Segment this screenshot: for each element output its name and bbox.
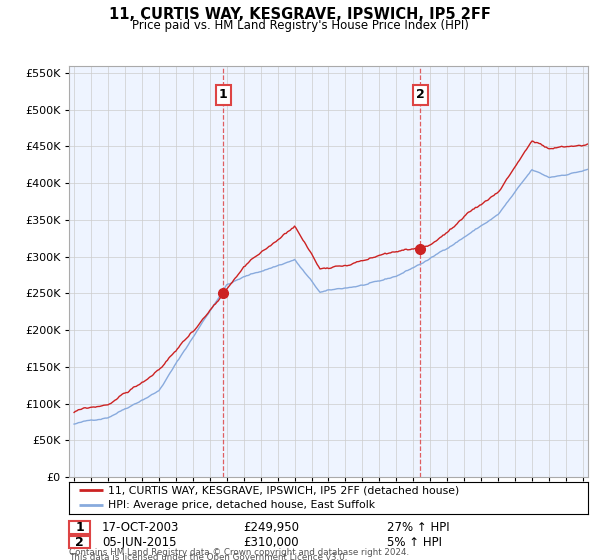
Text: This data is licensed under the Open Government Licence v3.0.: This data is licensed under the Open Gov… (69, 553, 347, 560)
Text: 5% ↑ HPI: 5% ↑ HPI (387, 535, 442, 549)
Text: 17-OCT-2003: 17-OCT-2003 (102, 521, 179, 534)
Text: 2: 2 (75, 535, 84, 549)
Text: 11, CURTIS WAY, KESGRAVE, IPSWICH, IP5 2FF (detached house): 11, CURTIS WAY, KESGRAVE, IPSWICH, IP5 2… (108, 486, 459, 496)
Text: 1: 1 (219, 88, 227, 101)
Text: £249,950: £249,950 (243, 521, 299, 534)
Text: HPI: Average price, detached house, East Suffolk: HPI: Average price, detached house, East… (108, 500, 375, 510)
Text: 27% ↑ HPI: 27% ↑ HPI (387, 521, 449, 534)
Text: 11, CURTIS WAY, KESGRAVE, IPSWICH, IP5 2FF: 11, CURTIS WAY, KESGRAVE, IPSWICH, IP5 2… (109, 7, 491, 22)
Text: Contains HM Land Registry data © Crown copyright and database right 2024.: Contains HM Land Registry data © Crown c… (69, 548, 409, 557)
Text: 1: 1 (75, 521, 84, 534)
Text: 2: 2 (416, 88, 425, 101)
Text: Price paid vs. HM Land Registry's House Price Index (HPI): Price paid vs. HM Land Registry's House … (131, 19, 469, 32)
Text: £310,000: £310,000 (243, 535, 299, 549)
Text: 05-JUN-2015: 05-JUN-2015 (102, 535, 176, 549)
